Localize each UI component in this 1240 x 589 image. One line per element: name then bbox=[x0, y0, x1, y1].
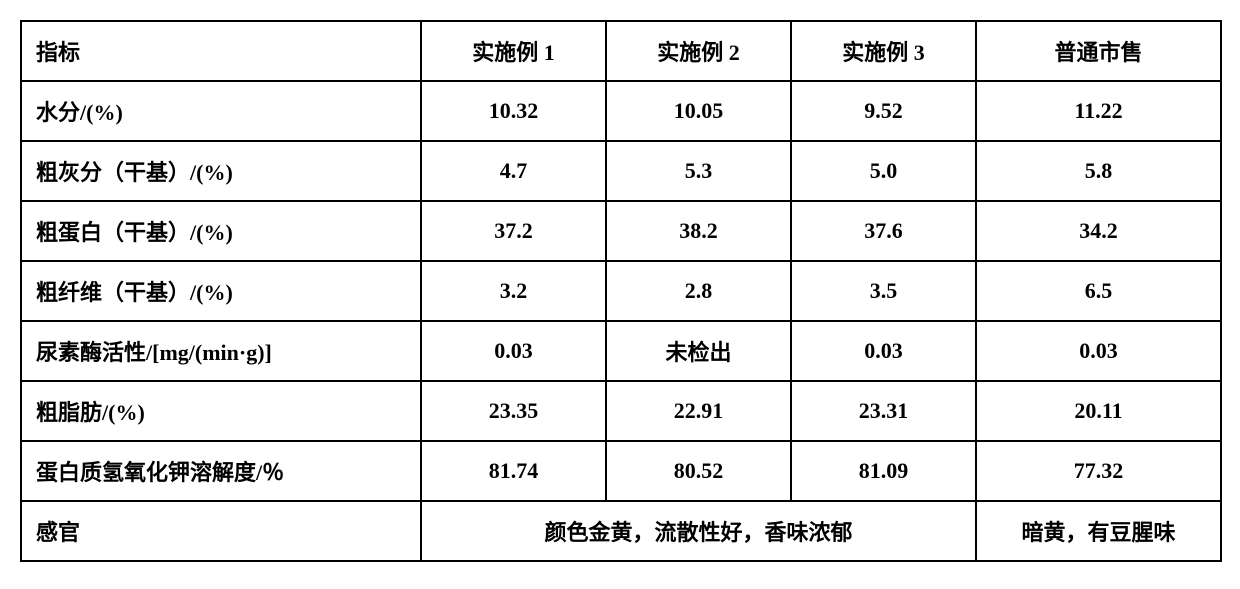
cell-value: 38.2 bbox=[606, 201, 791, 261]
cell-value: 34.2 bbox=[976, 201, 1221, 261]
cell-value: 81.74 bbox=[421, 441, 606, 501]
cell-metric: 粗纤维（干基）/(%) bbox=[21, 261, 421, 321]
cell-value: 10.32 bbox=[421, 81, 606, 141]
cell-value: 9.52 bbox=[791, 81, 976, 141]
cell-value: 23.31 bbox=[791, 381, 976, 441]
cell-value: 23.35 bbox=[421, 381, 606, 441]
table-row: 蛋白质氢氧化钾溶解度/％ 81.74 80.52 81.09 77.32 bbox=[21, 441, 1221, 501]
cell-metric: 感官 bbox=[21, 501, 421, 561]
table-row: 粗灰分（干基）/(%) 4.7 5.3 5.0 5.8 bbox=[21, 141, 1221, 201]
cell-metric: 粗脂肪/(%) bbox=[21, 381, 421, 441]
cell-value: 11.22 bbox=[976, 81, 1221, 141]
cell-value: 0.03 bbox=[791, 321, 976, 381]
cell-value: 4.7 bbox=[421, 141, 606, 201]
table-row: 尿素酶活性/[mg/(min·g)] 0.03 未检出 0.03 0.03 bbox=[21, 321, 1221, 381]
cell-value: 3.5 bbox=[791, 261, 976, 321]
data-table: 指标 实施例 1 实施例 2 实施例 3 普通市售 水分/(%) 10.32 1… bbox=[20, 20, 1222, 562]
cell-value: 6.5 bbox=[976, 261, 1221, 321]
col-header-ex2: 实施例 2 bbox=[606, 21, 791, 81]
table-row: 粗脂肪/(%) 23.35 22.91 23.31 20.11 bbox=[21, 381, 1221, 441]
cell-value: 3.2 bbox=[421, 261, 606, 321]
cell-value: 0.03 bbox=[976, 321, 1221, 381]
cell-value: 5.8 bbox=[976, 141, 1221, 201]
cell-metric: 尿素酶活性/[mg/(min·g)] bbox=[21, 321, 421, 381]
cell-metric: 粗蛋白（干基）/(%) bbox=[21, 201, 421, 261]
cell-value: 77.32 bbox=[976, 441, 1221, 501]
table-row: 粗蛋白（干基）/(%) 37.2 38.2 37.6 34.2 bbox=[21, 201, 1221, 261]
cell-value: 37.6 bbox=[791, 201, 976, 261]
cell-value: 80.52 bbox=[606, 441, 791, 501]
col-header-market: 普通市售 bbox=[976, 21, 1221, 81]
cell-value: 5.3 bbox=[606, 141, 791, 201]
table-row: 粗纤维（干基）/(%) 3.2 2.8 3.5 6.5 bbox=[21, 261, 1221, 321]
cell-value: 22.91 bbox=[606, 381, 791, 441]
cell-metric: 蛋白质氢氧化钾溶解度/％ bbox=[21, 441, 421, 501]
cell-value: 0.03 bbox=[421, 321, 606, 381]
table-row: 水分/(%) 10.32 10.05 9.52 11.22 bbox=[21, 81, 1221, 141]
cell-value: 37.2 bbox=[421, 201, 606, 261]
cell-value: 2.8 bbox=[606, 261, 791, 321]
table-header-row: 指标 实施例 1 实施例 2 实施例 3 普通市售 bbox=[21, 21, 1221, 81]
cell-metric: 粗灰分（干基）/(%) bbox=[21, 141, 421, 201]
cell-merged-sensory: 颜色金黄，流散性好，香味浓郁 bbox=[421, 501, 976, 561]
cell-value: 5.0 bbox=[791, 141, 976, 201]
col-header-ex1: 实施例 1 bbox=[421, 21, 606, 81]
cell-value: 81.09 bbox=[791, 441, 976, 501]
cell-value: 10.05 bbox=[606, 81, 791, 141]
table-footer-row: 感官 颜色金黄，流散性好，香味浓郁 暗黄，有豆腥味 bbox=[21, 501, 1221, 561]
cell-metric: 水分/(%) bbox=[21, 81, 421, 141]
col-header-ex3: 实施例 3 bbox=[791, 21, 976, 81]
cell-value: 未检出 bbox=[606, 321, 791, 381]
cell-value: 20.11 bbox=[976, 381, 1221, 441]
col-header-metric: 指标 bbox=[21, 21, 421, 81]
cell-value: 暗黄，有豆腥味 bbox=[976, 501, 1221, 561]
